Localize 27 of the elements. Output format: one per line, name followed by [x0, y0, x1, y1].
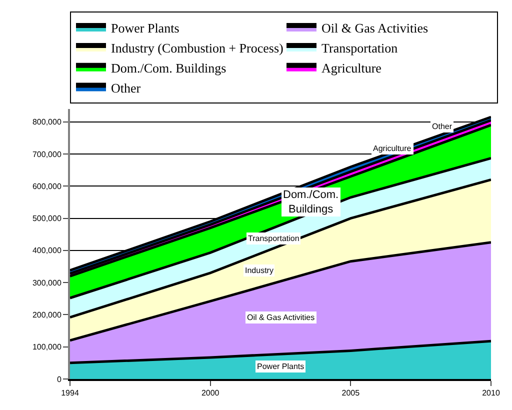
legend-label: Other	[111, 80, 142, 96]
y-tick-label: 100,000	[32, 342, 62, 352]
annotation: Power Plants	[257, 362, 304, 371]
legend-label: Transportation	[322, 40, 398, 56]
legend-label: Dom./Com. Buildings	[111, 60, 226, 76]
annotation: Other	[432, 122, 452, 131]
legend-label: Power Plants	[111, 20, 180, 36]
y-tick-label: 400,000	[32, 246, 62, 256]
y-tick-label: 0	[56, 374, 62, 384]
annotation: Oil & Gas Activities	[247, 313, 315, 322]
annotation: Agriculture	[373, 144, 412, 153]
y-tick-label: 300,000	[32, 278, 62, 288]
annotation: Dom./Com. Buildings	[283, 189, 339, 216]
y-tick-label: 600,000	[32, 182, 62, 191]
y-tick-label: 500,000	[32, 214, 62, 224]
x-tick-label: 2010	[482, 388, 500, 398]
legend-label: Oil & Gas Activities	[322, 20, 428, 36]
legend-label: Industry (Combustion + Process)	[111, 40, 284, 56]
legend-label: Agriculture	[322, 60, 382, 76]
y-tick-label: 700,000	[32, 150, 62, 159]
y-tick-label: 800,000	[32, 118, 62, 127]
annotation: Industry	[245, 266, 274, 275]
x-tick-label: 2000	[201, 388, 220, 398]
annotation: Transportation	[248, 234, 300, 243]
x-tick-label: 2005	[342, 388, 360, 398]
x-tick-label: 1994	[61, 388, 80, 398]
y-tick-label: 200,000	[32, 310, 62, 320]
